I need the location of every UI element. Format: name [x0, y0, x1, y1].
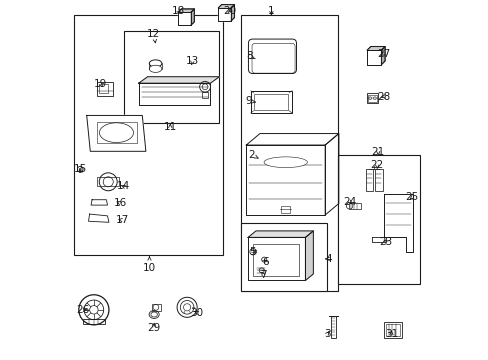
Bar	[375, 169, 382, 191]
Bar	[97, 122, 137, 143]
Text: 1: 1	[267, 6, 274, 17]
Polygon shape	[381, 46, 384, 64]
Text: 10: 10	[142, 257, 156, 273]
Ellipse shape	[149, 60, 162, 67]
Text: 11: 11	[163, 122, 177, 132]
Bar	[152, 304, 160, 311]
Bar	[337, 155, 419, 284]
Polygon shape	[247, 231, 313, 237]
Text: 31: 31	[384, 329, 397, 339]
FancyBboxPatch shape	[248, 39, 296, 73]
Bar	[97, 177, 119, 186]
Bar	[97, 82, 112, 96]
Text: 16: 16	[114, 198, 127, 208]
Ellipse shape	[151, 312, 157, 317]
Polygon shape	[247, 237, 305, 280]
Polygon shape	[178, 9, 194, 12]
Text: 17: 17	[116, 215, 129, 225]
Bar	[386, 324, 400, 336]
Polygon shape	[91, 200, 107, 205]
Polygon shape	[178, 12, 191, 25]
Polygon shape	[218, 8, 231, 21]
Polygon shape	[383, 194, 412, 252]
Polygon shape	[366, 46, 384, 50]
Text: 18: 18	[171, 6, 184, 16]
Text: 26: 26	[76, 305, 89, 315]
Text: 13: 13	[185, 56, 199, 66]
Text: 30: 30	[190, 308, 203, 318]
Text: 6: 6	[262, 257, 269, 267]
Bar	[250, 91, 291, 113]
Polygon shape	[88, 214, 109, 222]
Bar	[82, 319, 105, 324]
Polygon shape	[191, 9, 194, 25]
Bar	[348, 203, 360, 209]
Bar	[384, 322, 402, 338]
Polygon shape	[325, 134, 338, 215]
Polygon shape	[246, 134, 338, 145]
Text: 28: 28	[376, 92, 389, 102]
Polygon shape	[218, 5, 234, 8]
Bar	[330, 316, 335, 338]
Text: 12: 12	[147, 29, 160, 43]
Bar	[241, 15, 337, 291]
Text: 5: 5	[249, 247, 256, 257]
Text: 29: 29	[147, 323, 161, 333]
Polygon shape	[139, 83, 210, 105]
Text: 24: 24	[342, 197, 355, 207]
Text: 23: 23	[379, 237, 392, 247]
Polygon shape	[139, 77, 219, 83]
Polygon shape	[231, 5, 234, 21]
Text: 21: 21	[371, 147, 384, 157]
Polygon shape	[366, 50, 381, 64]
Ellipse shape	[149, 65, 162, 72]
Bar	[241, 223, 326, 291]
Polygon shape	[305, 231, 313, 280]
Polygon shape	[371, 237, 386, 242]
Bar	[254, 94, 288, 110]
Polygon shape	[246, 145, 325, 215]
Text: 25: 25	[405, 192, 418, 202]
Text: 20: 20	[223, 6, 236, 16]
Text: 4: 4	[325, 254, 331, 264]
Text: 14: 14	[117, 181, 130, 192]
Text: 3: 3	[323, 329, 329, 339]
Text: 7: 7	[260, 270, 266, 280]
Text: 22: 22	[370, 159, 383, 170]
Text: 2: 2	[248, 150, 258, 160]
Polygon shape	[86, 116, 145, 151]
Ellipse shape	[99, 123, 133, 143]
Bar	[281, 206, 289, 213]
Bar	[202, 92, 207, 98]
Bar	[366, 93, 378, 103]
Text: 27: 27	[376, 49, 389, 59]
Bar	[99, 84, 107, 93]
Ellipse shape	[149, 311, 159, 319]
Bar	[124, 31, 219, 123]
Text: 19: 19	[94, 79, 107, 89]
Text: 9: 9	[245, 96, 255, 106]
Text: 8: 8	[245, 51, 255, 61]
Bar	[74, 15, 223, 255]
Bar	[367, 95, 376, 102]
Ellipse shape	[264, 157, 307, 168]
Bar	[253, 244, 298, 276]
Bar	[365, 169, 372, 191]
Text: 15: 15	[74, 164, 87, 174]
